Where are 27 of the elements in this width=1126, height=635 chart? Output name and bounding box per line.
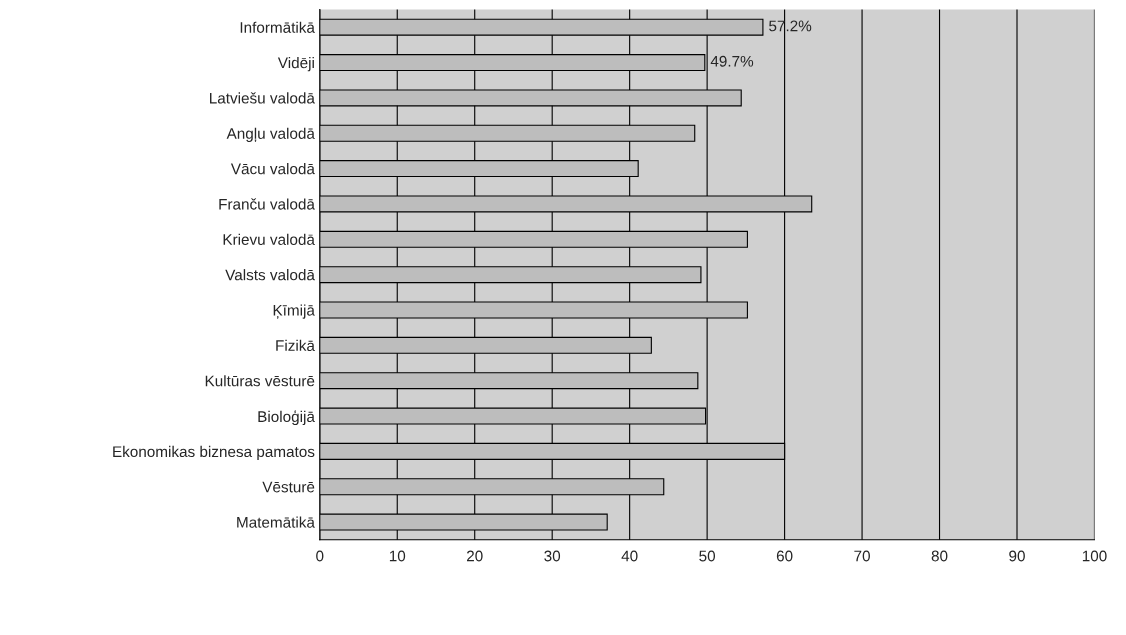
x-tick-label: 40 (621, 550, 638, 562)
y-tick-label: Valsts valodā (225, 269, 315, 281)
x-tick-label: 70 (854, 550, 870, 562)
y-tick-label: Franču valodā (219, 198, 315, 210)
x-tick-label: 20 (466, 550, 483, 562)
x-tick-label: 0 (316, 550, 324, 562)
y-tick-label: Matemātikā (237, 516, 315, 528)
x-tick-label: 60 (776, 550, 793, 562)
x-tick-label: 30 (544, 550, 561, 562)
y-tick-label: Vēsturē (262, 481, 315, 493)
x-tick-label: 100 (1082, 550, 1107, 562)
y-tick-label: Kultūras vēsturē (205, 375, 315, 387)
y-tick-label: Angļu valodā (226, 127, 315, 143)
y-tick-label: Fizikā (276, 339, 315, 352)
y-tick-label: Informātikā (240, 21, 315, 33)
y-tick-label: Krievu valodā (223, 233, 315, 245)
y-tick-label: Latviešu valodā (210, 92, 315, 104)
x-tick-label: 90 (1009, 550, 1025, 562)
y-tick-label: Vācu valodā (230, 163, 315, 175)
data-label: 49.7% (710, 55, 754, 67)
y-tick-label: Bioloģijā (258, 410, 315, 426)
y-tick-label: Ekonomikas biznesa pamatos (113, 445, 315, 461)
y-tick-label: Vidēji (277, 57, 314, 72)
y-tick-label: Ķīmijā (273, 304, 315, 319)
x-tick-label: 50 (699, 550, 716, 562)
x-tick-label: 10 (389, 550, 406, 562)
x-tick-label: 80 (931, 550, 948, 562)
